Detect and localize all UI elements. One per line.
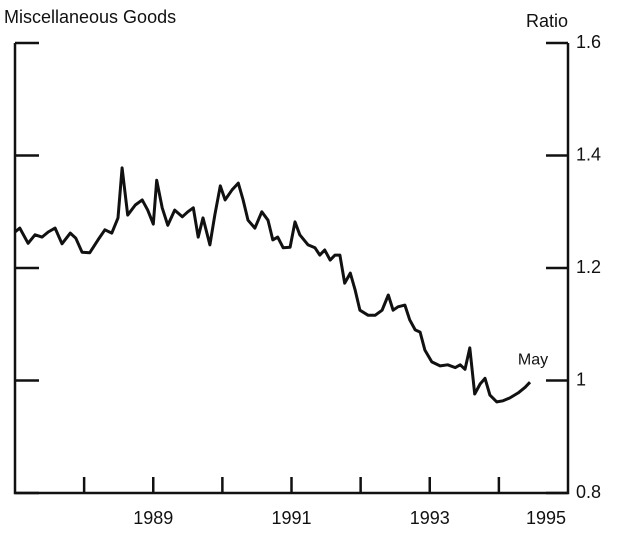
y-tick-label: 1 [576,369,586,389]
y-axis-label: Ratio [526,11,568,31]
axis-frame [13,43,570,495]
y-tick-label: 1.2 [576,257,601,277]
y-tick-label: 1.6 [576,32,601,52]
x-tick-label: 1993 [410,508,450,528]
y-tick-label: 1.4 [576,144,601,164]
y-tick-label: 0.8 [576,482,601,502]
chart-title: Miscellaneous Goods [4,7,176,27]
data-line [14,166,532,404]
x-tick-label: 1991 [271,508,311,528]
annotation: May [518,351,548,368]
x-tick-label: 1995 [526,508,566,528]
x-tick-label: 1989 [133,508,173,528]
